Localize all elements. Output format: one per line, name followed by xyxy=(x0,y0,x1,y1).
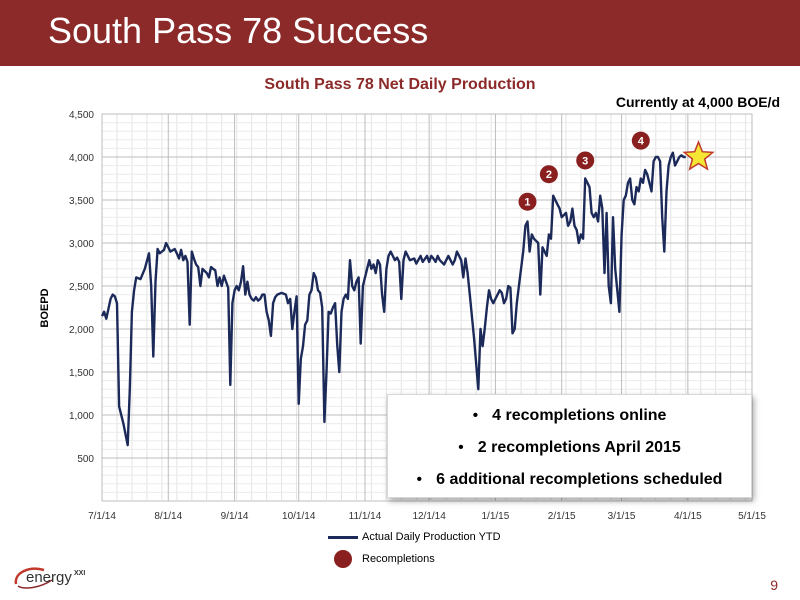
y-axis-label: BOEPD xyxy=(39,288,51,327)
bullet-dot-icon: • xyxy=(458,439,464,456)
x-tick-label: 1/1/15 xyxy=(482,511,510,522)
callout-box: • 4 recompletions online • 2 recompletions… xyxy=(387,394,752,498)
chart-title: South Pass 78 Net Daily Production xyxy=(264,76,536,93)
legend-line-swatch xyxy=(328,535,358,539)
axes: 500 1,000 1,500 2,000 2,500 3,000 3,500 4,000 4,… xyxy=(69,110,766,522)
svg-text:XXI: XXI xyxy=(74,570,85,577)
recompletion-marker xyxy=(576,151,595,170)
y-tick-label: 1,000 xyxy=(69,411,94,422)
x-tick-label: 3/1/15 xyxy=(608,511,636,522)
chart-legend: Actual Daily Production YTD Recompletion… xyxy=(328,528,518,570)
current-production-annotation: Currently at 4,000 BOE/d xyxy=(615,94,780,110)
legend-entry-line: Actual Daily Production YTD xyxy=(328,528,501,546)
y-tick-label: 2,500 xyxy=(69,282,94,293)
bullet-text: 4 recompletions online xyxy=(492,407,667,424)
y-tick-label: 3,000 xyxy=(69,239,94,250)
x-tick-label: 10/1/14 xyxy=(282,511,316,522)
y-tick-label: 3,500 xyxy=(69,196,94,207)
recompletion-marker-label: 1 xyxy=(524,197,530,209)
x-tick-label: 9/1/14 xyxy=(221,511,249,522)
legend-entry-marker: Recompletions xyxy=(328,550,435,568)
x-tick-label: 11/1/14 xyxy=(349,511,382,522)
x-tick-label: 4/1/15 xyxy=(674,511,702,522)
page-number: 9 xyxy=(770,577,778,593)
callout-bullet: • 2 recompletions April 2015 xyxy=(388,439,751,457)
recompletion-marker xyxy=(539,165,558,184)
y-tick-label: 4,500 xyxy=(69,110,94,121)
callout-bullet: • 4 recompletions online xyxy=(388,407,751,425)
marker-layer: 1 2 3 4 xyxy=(518,131,715,211)
x-tick-label: 5/1/15 xyxy=(738,511,766,522)
star-icon xyxy=(682,139,715,171)
bullet-text: 2 recompletions April 2015 xyxy=(477,439,681,456)
y-tick-label: 1,500 xyxy=(69,368,94,379)
bullet-dot-icon: • xyxy=(416,471,423,488)
series-layer xyxy=(100,151,686,447)
recompletion-marker xyxy=(518,192,537,211)
recompletion-marker-label: 4 xyxy=(638,136,645,148)
bullet-dot-icon: • xyxy=(472,407,479,424)
recompletion-marker xyxy=(631,131,650,150)
logo-swoosh-icon: energy XXI xyxy=(14,567,85,589)
y-tick-label: 500 xyxy=(77,454,94,465)
slide-title: South Pass 78 Success xyxy=(48,10,429,51)
svg-text:energy: energy xyxy=(26,569,72,586)
y-tick-label: 4,000 xyxy=(69,153,94,164)
x-tick-label: 2/1/15 xyxy=(548,511,576,522)
x-tick-label: 8/1/14 xyxy=(154,511,182,522)
legend-marker-swatch xyxy=(334,550,352,568)
recompletion-marker-label: 2 xyxy=(546,169,552,181)
callout-bullet: • 6 additional recompletions scheduled xyxy=(388,471,751,489)
company-logo: energy XXI xyxy=(12,562,102,592)
y-tick-label: 2,000 xyxy=(69,325,94,336)
header-band xyxy=(0,0,800,66)
x-tick-label: 7/1/14 xyxy=(88,511,116,522)
series-line xyxy=(100,151,686,447)
recompletion-marker-label: 3 xyxy=(582,155,588,167)
legend-line-label: Actual Daily Production YTD xyxy=(362,531,501,543)
legend-marker-label: Recompletions xyxy=(362,553,435,565)
bullet-text: 6 additional recompletions scheduled xyxy=(436,471,723,488)
x-tick-label: 12/1/14 xyxy=(412,511,446,522)
